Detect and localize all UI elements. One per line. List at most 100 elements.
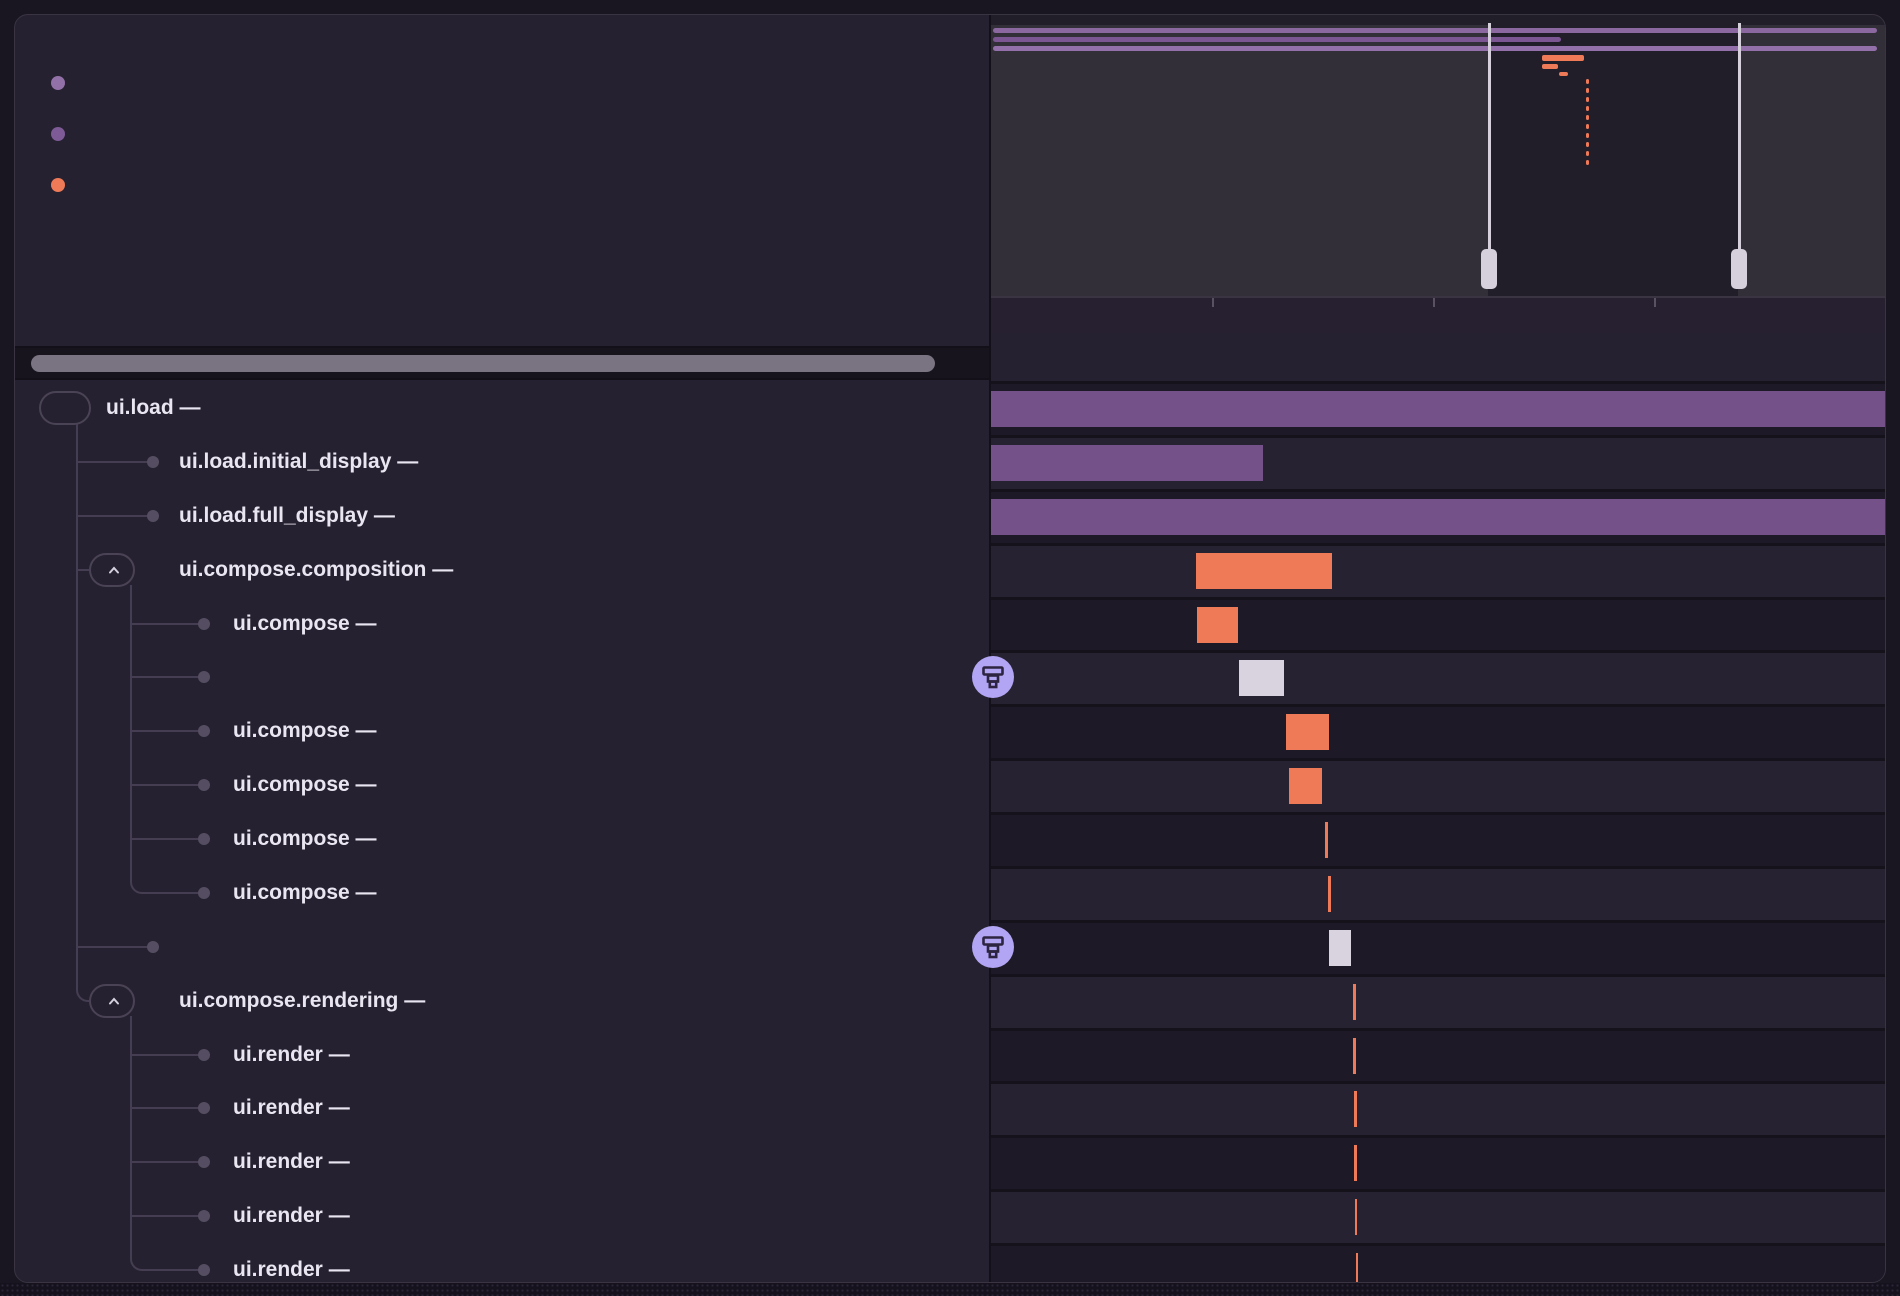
tree-connector-branch [130,730,204,733]
tree-connector-branch [130,1161,204,1164]
span-tree-row[interactable]: ui.compose — [15,704,989,758]
tree-node-dot [198,617,210,630]
minimap-window-handle-grip[interactable] [1731,249,1747,289]
minimap-span-mark [1542,64,1558,69]
span-duration-bar[interactable] [1328,875,1331,912]
tree-node-dot [198,1264,210,1277]
span-duration-bar[interactable] [1325,822,1328,859]
span-tree-row[interactable]: ui.compose — [15,597,989,651]
span-bar-row[interactable] [991,1243,1885,1282]
span-bar-row[interactable] [991,758,1885,813]
span-label: ui.compose — [233,719,377,743]
span-op: ui.compose.composition — [179,557,454,581]
span-duration-bar[interactable] [1353,1037,1356,1074]
time-axis [991,296,1885,333]
span-bar-row[interactable] [991,973,1885,1028]
horizontal-scrollbar-track[interactable] [15,346,989,380]
span-bar-row[interactable] [991,1027,1885,1082]
span-duration-bar[interactable] [991,391,1885,427]
span-duration-bar[interactable] [1289,768,1322,805]
span-op: ui.compose — [233,827,377,851]
span-tree-row[interactable]: ui.load.initial_display — [15,435,989,489]
minimap-span-mark-small [1586,115,1589,120]
autogroup-funnel-badge[interactable] [972,925,1014,968]
minimap-span-mark [1559,72,1568,76]
span-bar-row[interactable] [991,596,1885,651]
trace-view-card: ui.load — ui.load.initial_display — ui.l… [14,14,1886,1283]
tree-node-dot [147,455,159,468]
tree-connector-branch [76,568,89,571]
funnel-icon [982,666,1004,689]
tree-node-dot [198,886,210,899]
tree-node-dot [198,1102,210,1115]
span-op: ui.render — [233,1204,350,1228]
span-tree-row[interactable]: ui.compose.rendering — [15,974,989,1028]
minimap-window-handle-grip[interactable] [1481,249,1497,289]
span-duration-bar[interactable] [991,498,1885,535]
span-bar-row[interactable] [991,434,1885,489]
span-duration-bar[interactable] [991,444,1263,481]
span-bar-row[interactable] [991,812,1885,867]
legend-item[interactable] [15,57,989,108]
minimap-window-handle[interactable] [1738,23,1741,289]
span-bar-row[interactable] [991,1189,1885,1244]
span-duration-bar[interactable] [1355,1199,1357,1236]
span-tree-row[interactable]: ui.render — [15,1189,989,1243]
span-duration-bar[interactable] [1329,929,1351,966]
span-duration-bar[interactable] [1197,606,1238,643]
bottom-scroll-strip[interactable] [0,1283,1900,1296]
span-tree-row-collapsed[interactable] [15,650,989,704]
panel-divider[interactable] [989,15,991,1282]
span-tree-row-collapsed[interactable] [15,920,989,974]
span-tree-row[interactable]: ui.compose — [15,758,989,812]
axis-tick [1212,298,1214,307]
span-duration-bar[interactable] [1354,1145,1357,1182]
minimap-span-mark-small [1586,88,1589,93]
span-bar-row[interactable] [991,650,1885,705]
legend-color-dot [51,177,65,192]
span-tree-row[interactable]: ui.render — [15,1081,989,1135]
tree-connector-branch [76,460,153,463]
span-count-pill[interactable] [89,983,135,1018]
span-duration-bar[interactable] [1286,714,1329,751]
span-duration-bars [991,381,1885,1282]
span-duration-bar[interactable] [1353,983,1356,1020]
legend-item[interactable] [15,210,989,261]
span-duration-bar[interactable] [1196,552,1332,589]
span-duration-bar[interactable] [1239,660,1284,697]
span-bar-row[interactable] [991,381,1885,435]
span-bar-row[interactable] [991,704,1885,759]
span-count-pill[interactable] [89,552,135,587]
span-bar-row[interactable] [991,542,1885,597]
trace-minimap[interactable] [991,15,1885,296]
tree-connector-branch [130,1107,204,1110]
span-count-pill[interactable] [39,391,91,425]
span-tree-row[interactable]: ui.compose — [15,866,989,920]
legend-item[interactable] [15,108,989,159]
span-bar-row[interactable] [991,865,1885,920]
span-duration-bar[interactable] [1356,1253,1358,1282]
span-bar-row[interactable] [991,1135,1885,1190]
span-op: ui.compose.rendering — [179,988,426,1012]
span-tree-row[interactable]: ui.load — [15,381,989,435]
tree-connector-branch [130,1053,204,1056]
autogroup-funnel-badge[interactable] [972,656,1014,699]
span-op: ui.render — [233,1042,350,1066]
span-tree-row[interactable]: ui.render — [15,1135,989,1189]
ops-breakdown-legend [15,15,989,346]
horizontal-scrollbar-thumb[interactable] [31,355,935,372]
chevron-up-icon [109,566,119,574]
span-tree-row[interactable]: ui.compose.composition — [15,543,989,597]
span-tree-row[interactable]: ui.render — [15,1028,989,1082]
span-bar-row[interactable] [991,488,1885,543]
span-bar-row[interactable] [991,1081,1885,1136]
span-tree-row[interactable]: ui.load.full_display — [15,489,989,543]
span-tree-row[interactable]: ui.compose — [15,812,989,866]
span-duration-bar[interactable] [1354,1091,1357,1128]
minimap-span-line [993,46,1877,51]
span-bar-row[interactable] [991,919,1885,974]
legend-item[interactable] [15,159,989,210]
minimap-window-handle[interactable] [1488,23,1491,289]
minimap-span-line [993,28,1877,33]
span-tree-row[interactable]: ui.render — [15,1243,989,1282]
